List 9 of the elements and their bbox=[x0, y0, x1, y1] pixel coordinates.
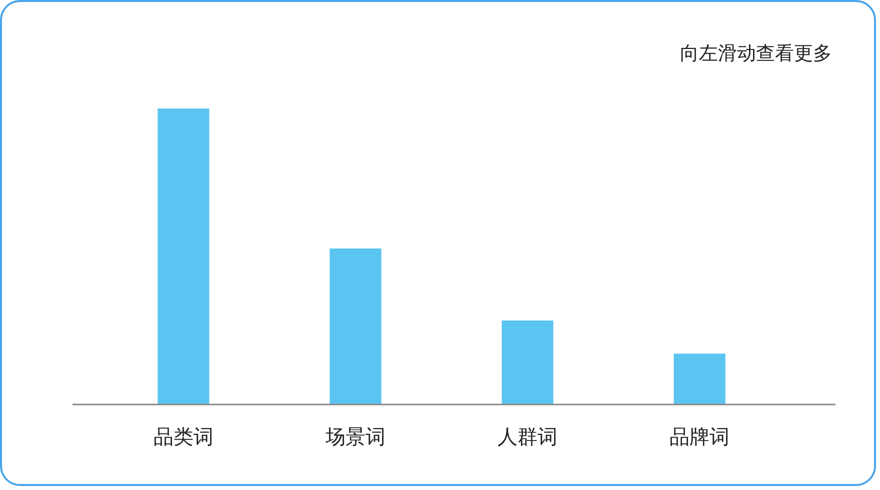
bar bbox=[158, 108, 210, 404]
x-tick-label: 品类词 bbox=[153, 424, 214, 448]
text: 向左滑动查看更多 bbox=[680, 42, 832, 64]
bar bbox=[674, 354, 726, 404]
x-tick-label: 品牌词 bbox=[670, 424, 730, 448]
bar bbox=[502, 320, 554, 404]
x-tick-label: 人群词 bbox=[498, 424, 558, 448]
x-tick-label: 场景词 bbox=[324, 424, 386, 448]
bar bbox=[330, 248, 382, 404]
